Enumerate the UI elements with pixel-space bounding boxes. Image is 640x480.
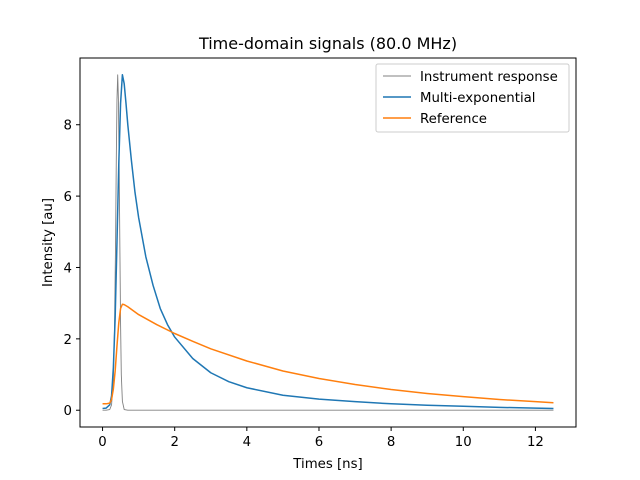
series-line-reference [102, 303, 554, 405]
y-tick-label: 2 [64, 333, 72, 348]
x-tick-label: 8 [387, 435, 395, 450]
series-line-multi-exponential [102, 74, 554, 410]
y-axis-label: Intensity [au] [41, 198, 56, 287]
legend: Instrument response Multi-exponential Refe… [375, 63, 570, 133]
legend-label: Reference [420, 112, 487, 127]
x-axis: 0 2 4 6 8 10 12 [98, 427, 544, 450]
x-tick-label: 2 [170, 435, 178, 450]
plot-area [102, 74, 554, 411]
y-axis: 0 2 4 6 8 [64, 119, 80, 419]
axes-frame [79, 57, 577, 428]
legend-label: Instrument response [420, 70, 558, 85]
y-tick-label: 6 [64, 190, 72, 205]
legend-box [375, 63, 570, 133]
legend-label: Multi-exponential [420, 91, 535, 106]
x-tick-label: 12 [527, 435, 544, 450]
x-tick-label: 10 [455, 435, 472, 450]
y-tick-label: 4 [64, 261, 72, 276]
y-tick-label: 8 [64, 119, 72, 134]
x-tick-label: 6 [315, 435, 323, 450]
x-tick-label: 0 [98, 435, 106, 450]
x-axis-label: Times [ns] [292, 457, 362, 472]
x-tick-label: 4 [243, 435, 251, 450]
y-tick-label: 0 [64, 404, 72, 419]
chart-title: Time-domain signals (80.0 MHz) [198, 34, 457, 53]
